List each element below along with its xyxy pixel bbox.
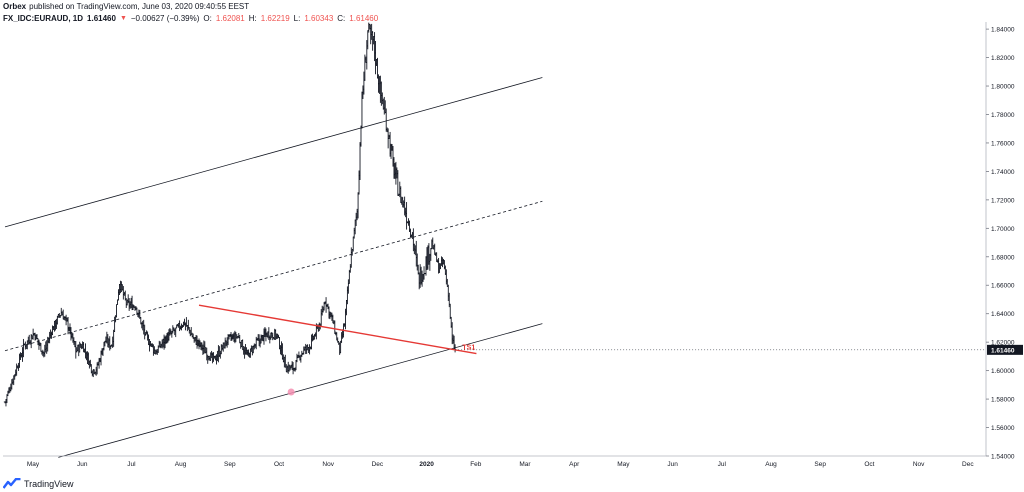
time-tick-label: Feb xyxy=(470,461,482,468)
channel-midline-dashed[interactable] xyxy=(4,200,543,352)
ohlc-bar xyxy=(116,299,119,305)
last-price-badge xyxy=(987,344,1023,355)
time-tick-label: May xyxy=(617,461,630,468)
time-tick-label: Oct xyxy=(274,461,284,468)
price-tick-label: 1.84000 xyxy=(991,27,1015,34)
chart-drawings: TS1 xyxy=(4,77,543,458)
time-tick-label: Aug xyxy=(175,461,187,468)
low-value: 1.60343 xyxy=(304,14,334,23)
price-tick-label: 1.76000 xyxy=(991,140,1015,147)
symbol-label[interactable]: FX_IDC:EURAUD, 1D xyxy=(3,14,84,23)
publish-line: Orbex published on TradingView.com, June… xyxy=(3,2,903,12)
time-tick-label: Apr xyxy=(569,461,580,468)
high-label: H: xyxy=(248,14,257,23)
price-change: −0.00627 (−0.39%) xyxy=(130,14,200,23)
last-price: 1.61460 xyxy=(87,14,116,23)
time-tick-label: Mar xyxy=(519,461,531,468)
time-tick-label: Sep xyxy=(224,461,236,468)
red-trendline[interactable] xyxy=(198,304,477,355)
chart-header: Orbex published on TradingView.com, June… xyxy=(3,2,903,24)
tradingview-brand: TradingView xyxy=(24,478,74,489)
time-tick-label: Jun xyxy=(667,461,678,468)
trendline-label: TS1 xyxy=(462,345,475,352)
open-value: 1.62081 xyxy=(215,14,245,23)
price-tick-label: 1.64000 xyxy=(991,311,1015,318)
price-tick-label: 1.58000 xyxy=(991,397,1015,404)
tradingview-footer[interactable]: TradingView xyxy=(3,477,74,490)
symbol-line: FX_IDC:EURAUD, 1D 1.61460 ▼ −0.00627 (−0… xyxy=(3,14,903,24)
channel-upper-line[interactable] xyxy=(4,77,543,228)
price-tick-label: 1.54000 xyxy=(991,454,1015,461)
time-tick-label: Dec xyxy=(962,461,974,468)
time-tick-label: Sep xyxy=(814,461,826,468)
low-point-marker[interactable] xyxy=(287,388,295,396)
price-tick-label: 1.72000 xyxy=(991,197,1015,204)
published-text: published on TradingView.com, June 03, 2… xyxy=(29,2,250,11)
price-tick-label: 1.60000 xyxy=(991,368,1015,375)
chart-axes: 1.84000 1.82000 1.80000 1.78000 1.76000 1.740… xyxy=(3,22,1023,468)
time-tick-label: May xyxy=(27,461,40,468)
high-value: 1.62219 xyxy=(260,14,290,23)
price-tick-label: 1.78000 xyxy=(991,112,1015,119)
last-price-badge-label: 1.61460 xyxy=(991,347,1015,354)
time-tick-label: Dec xyxy=(372,461,384,468)
time-tick-label: Jul xyxy=(718,461,727,468)
open-label: O: xyxy=(203,14,212,23)
close-value: 1.61460 xyxy=(349,14,379,23)
time-tick-label: Jul xyxy=(127,461,136,468)
ohlc-bar xyxy=(396,170,400,196)
price-tick-label: 1.68000 xyxy=(991,254,1015,261)
ohlc-bars xyxy=(3,22,457,407)
publisher-name[interactable]: Orbex xyxy=(3,2,27,11)
price-tick-label: 1.70000 xyxy=(991,226,1015,233)
price-tick-label: 1.66000 xyxy=(991,283,1015,290)
price-tick-label: 1.82000 xyxy=(991,55,1015,62)
ohlc-bar xyxy=(352,236,355,252)
time-tick-label: Nov xyxy=(913,461,925,468)
channel-lower-line[interactable] xyxy=(58,323,543,458)
close-label: C: xyxy=(337,14,346,23)
change-down-icon: ▼ xyxy=(119,15,127,22)
price-tick-label: 1.62000 xyxy=(991,340,1015,347)
price-tick-label: 1.74000 xyxy=(991,169,1015,176)
time-tick-label: Aug xyxy=(765,461,777,468)
tradingview-logo-icon xyxy=(3,478,21,489)
time-tick-label: Oct xyxy=(864,461,874,468)
time-tick-label: Nov xyxy=(322,461,334,468)
price-tick-label: 1.56000 xyxy=(991,425,1015,432)
time-tick-label: 2020 xyxy=(419,461,434,468)
time-tick-label: Jun xyxy=(77,461,88,468)
low-label: L: xyxy=(293,14,301,23)
price-tick-label: 1.80000 xyxy=(991,84,1015,91)
